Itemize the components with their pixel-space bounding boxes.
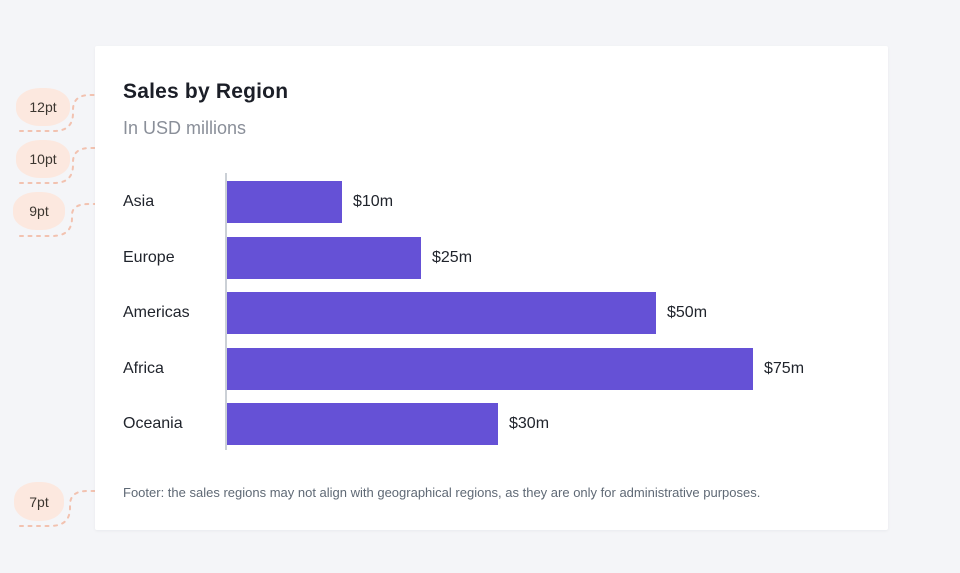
bar-row: Europe $25m	[123, 236, 860, 279]
bar	[227, 292, 656, 334]
bar	[227, 347, 753, 390]
font-size-badge-12pt: 12pt	[16, 88, 70, 126]
y-axis-line	[225, 173, 227, 450]
value-label: $25m	[432, 248, 473, 266]
bar	[227, 181, 342, 223]
chart-subtitle: In USD millions	[123, 118, 247, 138]
category-label: Oceania	[123, 415, 183, 432]
bar-row: Africa $75m	[123, 347, 860, 390]
bar-chart: Asia $10m Europe $25m Americas $50m Africa $75m…	[123, 173, 860, 463]
category-label: Europe	[123, 248, 175, 266]
bar-row: Asia $10m	[123, 181, 860, 223]
category-label: Asia	[123, 193, 155, 210]
category-label: Americas	[123, 304, 190, 321]
bar	[227, 236, 421, 279]
chart-title: Sales by Region	[123, 80, 289, 103]
value-label: $10m	[353, 193, 394, 210]
chart-footer: Footer: the sales regions may not align …	[123, 485, 761, 500]
font-size-badge-10pt: 10pt	[16, 140, 70, 178]
chart-card: Sales by Region In USD millions Asia $10m…	[95, 46, 888, 530]
bar	[227, 403, 498, 445]
bar-row: Americas $50m	[123, 292, 860, 334]
value-label: $75m	[764, 359, 805, 377]
value-label: $30m	[509, 415, 550, 432]
bar-row: Oceania $30m	[123, 403, 860, 445]
font-size-badge-9pt: 9pt	[13, 192, 65, 230]
font-size-badge-7pt: 7pt	[14, 482, 64, 521]
category-label: Africa	[123, 359, 164, 377]
value-label: $50m	[667, 304, 708, 321]
